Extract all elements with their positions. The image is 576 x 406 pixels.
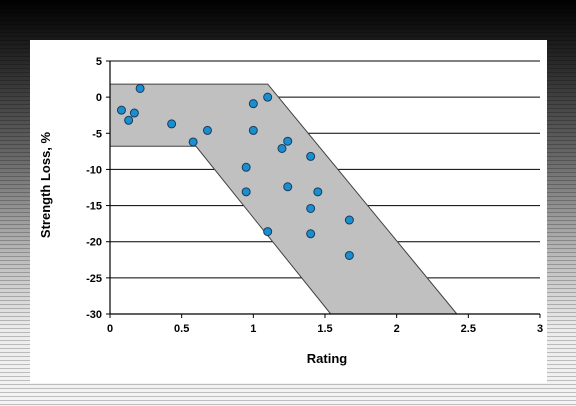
y-tick-label-0: 5 xyxy=(96,56,102,68)
data-point-17 xyxy=(306,203,316,213)
data-point-14 xyxy=(283,136,293,146)
axes xyxy=(106,60,541,318)
y-tick-label-6: -25 xyxy=(86,273,102,285)
x-tick-label-0: 0 xyxy=(107,323,113,335)
data-point-18 xyxy=(306,229,316,239)
data-point-19 xyxy=(313,187,323,197)
y-tick-label-4: -15 xyxy=(86,201,102,213)
data-point-12 xyxy=(263,227,273,237)
data-point-2 xyxy=(129,108,139,118)
data-point-1 xyxy=(124,115,134,125)
data-point-8 xyxy=(241,187,251,197)
x-tick-label-4: 2 xyxy=(394,323,400,335)
data-point-11 xyxy=(263,92,273,102)
confidence-band-layer xyxy=(109,83,458,315)
x-axis-title: Rating xyxy=(307,351,348,366)
x-tick-label-3: 1.5 xyxy=(317,323,332,335)
data-point-13 xyxy=(277,143,287,153)
data-point-6 xyxy=(202,125,212,135)
data-point-3 xyxy=(135,83,145,93)
data-point-20 xyxy=(344,215,354,225)
data-point-15 xyxy=(283,182,293,192)
data-points xyxy=(116,83,354,260)
data-point-10 xyxy=(248,125,258,135)
data-point-0 xyxy=(116,105,126,115)
y-tick-label-3: -10 xyxy=(86,164,102,176)
y-tick-label-5: -20 xyxy=(86,237,102,249)
scatter-chart: 0 0.5 1 1.5 2 2.5 350-5-10-15-20-25-30 Rating … xyxy=(38,56,543,366)
x-tick-label-6: 3 xyxy=(537,323,543,335)
tick-labels: 0 0.5 1 1.5 2 2.5 3 5 0 -5 -10 -15 -20 -25 -30 xyxy=(86,56,543,335)
data-point-21 xyxy=(344,250,354,260)
y-tick-label-1: 0 xyxy=(96,92,102,104)
y-tick-label-7: -30 xyxy=(86,309,102,321)
x-tick-label-2: 1 xyxy=(250,323,256,335)
y-tick-label-2: -5 xyxy=(92,128,102,140)
data-point-4 xyxy=(167,119,177,129)
y-axis-title: Strength Loss, % xyxy=(38,131,53,238)
x-tick-label-1: 0.5 xyxy=(174,323,189,335)
data-point-7 xyxy=(241,162,251,172)
data-point-16 xyxy=(306,151,316,161)
chart-panel: 0 0.5 1 1.5 2 2.5 3 5 0 -5 -10 -15 -20 -25 -30 Rating … xyxy=(30,40,547,383)
data-point-5 xyxy=(188,137,198,147)
x-tick-label-5: 2.5 xyxy=(461,323,476,335)
data-point-9 xyxy=(248,99,258,109)
confidence-band xyxy=(109,83,458,315)
